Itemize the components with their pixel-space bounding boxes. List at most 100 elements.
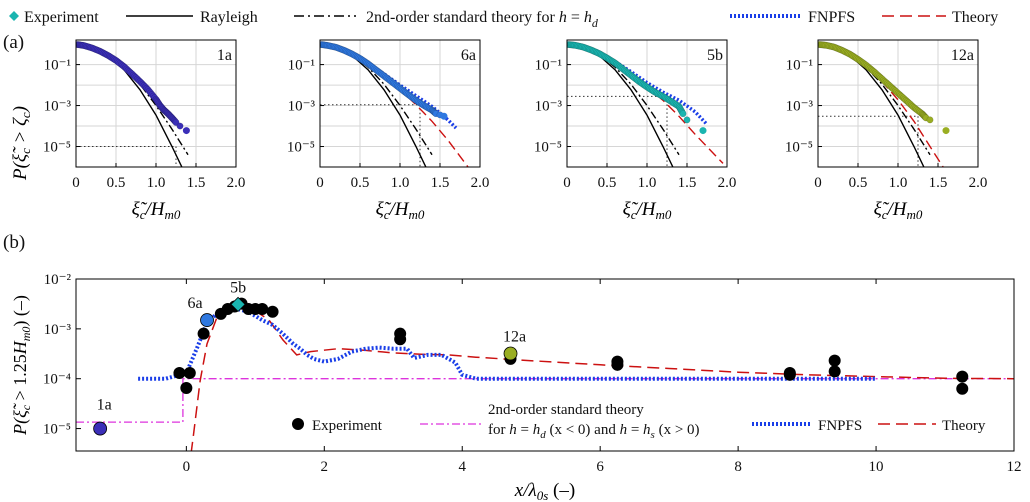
x-axis-label: ξ̃c/Hm0: [132, 199, 181, 222]
legend-rayleigh-label: Rayleigh: [200, 9, 258, 26]
y-tick-label: 10⁻¹: [44, 58, 71, 74]
rayleigh-line: [320, 43, 427, 167]
x-tick-label: 0.5: [351, 175, 370, 191]
x-tick-label: 1.5: [678, 175, 697, 191]
legend-b-fnpfs-label: FNPFS: [818, 418, 862, 434]
panel-a-subplots: 0 0.5 1.0 1.5 2.0 10⁻¹ 10⁻³ 10⁻⁵ 1a ξ̃c/Hm0 0 0.5 1.…: [43, 39, 988, 222]
panel-a-ylabel-close: ): [10, 106, 31, 113]
x-tick-label: 0: [72, 175, 80, 191]
panel-b-frame: [75, 278, 1015, 452]
experiment-point: [394, 333, 407, 346]
legend-second-order-eq: =: [567, 9, 584, 26]
panel-a-ylabel: P(ξ̃c > ζc): [10, 106, 33, 181]
subplot-5b: 0 0.5 1.0 1.5 2.0 10⁻¹ 10⁻³ 10⁻⁵ 5b ξ̃c/Hm0: [534, 39, 737, 222]
level-guide-line: [567, 95, 668, 167]
experiment-point: [699, 127, 707, 135]
panel-b: 1a 6a 5b 12a 0 2 4 6 8 10 12 10⁻⁵ 10⁻⁴ 10⁻³ 10⁻² P(ξ̃c …: [10, 272, 1022, 502]
legend-b-second-order-line1: 2nd-order standard theory: [488, 402, 644, 418]
x-tick-label: 2.0: [227, 175, 246, 191]
highlight-point-12a: [503, 346, 518, 361]
x-tick-label: 2.0: [718, 175, 737, 191]
x-tick-label: 2.0: [969, 175, 988, 191]
x-tick-label: 0: [814, 175, 822, 191]
highlight-point-6a: [200, 313, 214, 327]
y-tick-label: 10⁻³: [535, 99, 563, 115]
x-axis-label: ξ̃c/Hm0: [874, 199, 923, 222]
y-tick-label: 10⁻⁴: [43, 372, 71, 388]
experiment-point: [783, 368, 796, 381]
legend-second-order-h: h: [559, 9, 567, 26]
subplot-1a: 0 0.5 1.0 1.5 2.0 10⁻¹ 10⁻³ 10⁻⁵ 1a ξ̃c/Hm0: [43, 39, 246, 222]
experiment-point: [173, 367, 186, 380]
panel-b-ylabel: P(ξ̃c > 1.25Hm0) (–): [10, 295, 33, 436]
legend-b: Experiment 2nd-order standard theory for h…: [292, 402, 986, 441]
subplot-tag: 5b: [707, 47, 723, 64]
panel-a-label: (a): [3, 32, 24, 53]
x-tick-label: 6: [596, 459, 604, 475]
legend-second-order-label: 2nd-order standard theory for h = hd: [366, 9, 599, 30]
legend-second-order-hd: h: [584, 9, 592, 26]
x-tick-label: 1.5: [929, 175, 948, 191]
panel-b-curves: [76, 297, 1014, 451]
experiment-point: [440, 112, 448, 120]
experiment-point: [956, 370, 969, 383]
panel-a-ylabel-gt: >: [10, 126, 31, 148]
panel-a-ylabel-c1: c: [18, 148, 33, 154]
experiment-point: [942, 127, 950, 135]
highlight-label-12a: 12a: [503, 329, 526, 346]
highlight-label-5b: 5b: [230, 279, 246, 296]
x-tick-label: 0: [316, 175, 324, 191]
panel-b-label: (b): [3, 232, 25, 253]
x-tick-label: 12: [1007, 459, 1022, 475]
legend-experiment-label: Experiment: [24, 9, 99, 26]
theory-line: [190, 307, 1014, 451]
theory-line: [818, 43, 944, 167]
legend-b-theory-label: Theory: [942, 418, 986, 434]
experiment-point: [182, 127, 190, 135]
y-tick-label: 10⁻⁵: [785, 140, 813, 156]
experiment-point: [183, 367, 196, 380]
x-tick-label: 2: [321, 459, 329, 475]
x-tick-label: 4: [458, 459, 466, 475]
y-tick-label: 10⁻¹: [535, 58, 562, 74]
y-tick-label: 10⁻⁵: [43, 140, 71, 156]
subplot-curves: [76, 41, 190, 167]
experiment-point: [683, 116, 691, 124]
experiment-point: [176, 122, 184, 130]
x-tick-label: 8: [734, 459, 742, 475]
experiment-point: [679, 110, 687, 118]
experiment-point: [828, 354, 841, 367]
subplot-tag: 12a: [951, 47, 974, 64]
highlight-label-1a: 1a: [97, 397, 112, 414]
x-axis-label: ξ̃c/Hm0: [376, 199, 425, 222]
y-tick-label: 10⁻⁵: [287, 140, 315, 156]
highlight-point-5b: [230, 296, 246, 312]
y-tick-label: 10⁻³: [44, 99, 72, 115]
x-tick-label: 1.5: [187, 175, 206, 191]
x-tick-label: 1.5: [431, 175, 450, 191]
legend-experiment-marker: [9, 11, 19, 21]
subplot-12a: 0 0.5 1.0 1.5 2.0 10⁻¹ 10⁻³ 10⁻⁵ 12a ξ̃c/Hm0: [785, 39, 988, 222]
x-tick-label: 0.5: [598, 175, 617, 191]
experiment-point: [611, 358, 624, 371]
legend-theory-label: Theory: [952, 9, 998, 26]
highlight-point-1a: [93, 421, 108, 436]
y-tick-label: 10⁻³: [786, 99, 814, 115]
legend-b-experiment-label: Experiment: [312, 418, 383, 434]
second-order-line: [76, 43, 189, 156]
y-tick-label: 10⁻¹: [786, 58, 813, 74]
x-tick-label: 10: [869, 459, 884, 475]
x-tick-label: 1.0: [391, 175, 410, 191]
panel-a-ylabel-zeta: ζ: [10, 117, 31, 126]
panel-a-ylabel-c2: c: [18, 112, 33, 118]
y-tick-label: 10⁻⁵: [43, 422, 71, 438]
x-tick-label: 1.0: [638, 175, 657, 191]
subplot-6a: 0 0.5 1.0 1.5 2.0 10⁻¹ 10⁻³ 10⁻⁵ 6a ξ̃c/Hm0: [287, 39, 490, 222]
legend-a: Experiment Rayleigh 2nd-order standard t…: [9, 9, 998, 30]
experiment-point: [956, 382, 969, 395]
experiment-point: [256, 303, 269, 316]
legend-b-experiment-marker: [292, 418, 304, 430]
x-tick-label: 0.5: [107, 175, 126, 191]
x-tick-label: 1.0: [147, 175, 166, 191]
x-tick-label: 2.0: [471, 175, 490, 191]
